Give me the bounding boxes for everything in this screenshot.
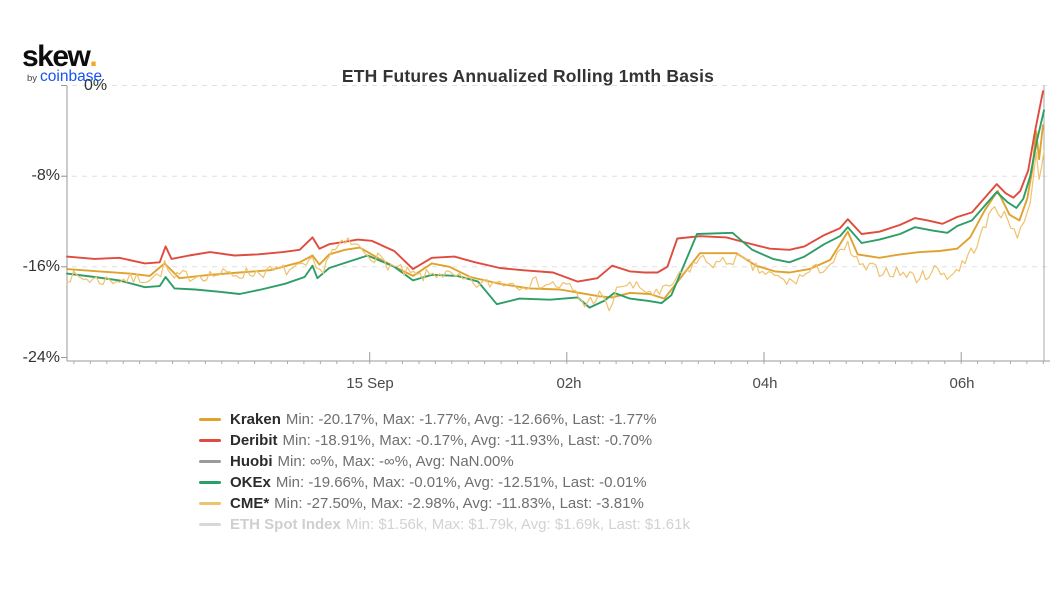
legend-series-stats: Min: -20.17%, Max: -1.77%, Avg: -12.66%,…: [285, 411, 657, 428]
skew-wordmark: skew.: [22, 42, 102, 72]
legend: Kraken Min: -20.17%, Max: -1.77%, Avg: -…: [199, 409, 690, 535]
series-line-deribit[interactable]: [66, 90, 1044, 283]
legend-series-name: Huobi: [230, 453, 273, 470]
okex-series-swatch: [199, 481, 221, 484]
byline-prefix: by: [27, 73, 38, 84]
legend-item-cme[interactable]: CME* Min: -27.50%, Max: -2.98%, Avg: -11…: [199, 493, 690, 514]
y-axis-tick-label: -8%: [31, 167, 60, 184]
legend-series-stats: Min: -18.91%, Max: -0.17%, Avg: -11.93%,…: [282, 432, 653, 449]
skew-brand-text: skew: [22, 40, 91, 73]
cme-series-swatch: [199, 502, 221, 505]
y-axis-tick-label: -16%: [22, 258, 60, 275]
coinbase-brand-text: coinbase: [40, 68, 103, 85]
kraken-series-swatch: [199, 418, 221, 421]
eth-spot-index-series-swatch: [199, 523, 221, 526]
legend-series-stats: Min: $1.56k, Max: $1.79k, Avg: $1.69k, L…: [345, 516, 690, 533]
x-axis-tick-label: 15 Sep: [346, 375, 394, 392]
coinbase-byline: by coinbase: [22, 69, 102, 85]
legend-series-stats: Min: -19.66%, Max: -0.01%, Avg: -12.51%,…: [275, 474, 647, 491]
huobi-series-swatch: [199, 460, 221, 463]
series-line-okex[interactable]: [66, 109, 1045, 309]
legend-series-name: Deribit: [230, 432, 278, 449]
series-line-cme[interactable]: [66, 150, 1045, 312]
legend-series-stats: Min: ∞%, Max: -∞%, Avg: NaN.00%: [277, 453, 514, 470]
legend-item-deribit[interactable]: Deribit Min: -18.91%, Max: -0.17%, Avg: …: [199, 430, 690, 451]
legend-series-name: CME*: [230, 495, 270, 512]
y-axis-tick-label: 0%: [84, 77, 108, 94]
y-axis-tick-label: -24%: [22, 349, 60, 366]
legend-series-name: OKEx: [230, 474, 271, 491]
legend-series-name: ETH Spot Index: [230, 516, 341, 533]
skew-logo-dot: .: [89, 40, 98, 73]
x-axis-tick-label: 06h: [949, 375, 975, 392]
legend-item-kraken[interactable]: Kraken Min: -20.17%, Max: -1.77%, Avg: -…: [199, 409, 690, 430]
skew-logo[interactable]: skew. by coinbase: [22, 42, 102, 85]
deribit-series-swatch: [199, 439, 221, 442]
page-title: ETH Futures Annualized Rolling 1mth Basi…: [341, 66, 715, 86]
x-axis-tick-label: 04h: [752, 375, 778, 392]
legend-series-name: Kraken: [230, 411, 281, 428]
legend-item-huobi[interactable]: Huobi Min: ∞%, Max: -∞%, Avg: NaN.00%: [199, 451, 690, 472]
x-axis-tick-label: 02h: [556, 375, 582, 392]
legend-item-eth-spot-index[interactable]: ETH Spot Index Min: $1.56k, Max: $1.79k,…: [199, 514, 690, 535]
legend-item-okex[interactable]: OKEx Min: -19.66%, Max: -0.01%, Avg: -12…: [199, 472, 690, 493]
legend-series-stats: Min: -27.50%, Max: -2.98%, Avg: -11.83%,…: [274, 495, 644, 512]
